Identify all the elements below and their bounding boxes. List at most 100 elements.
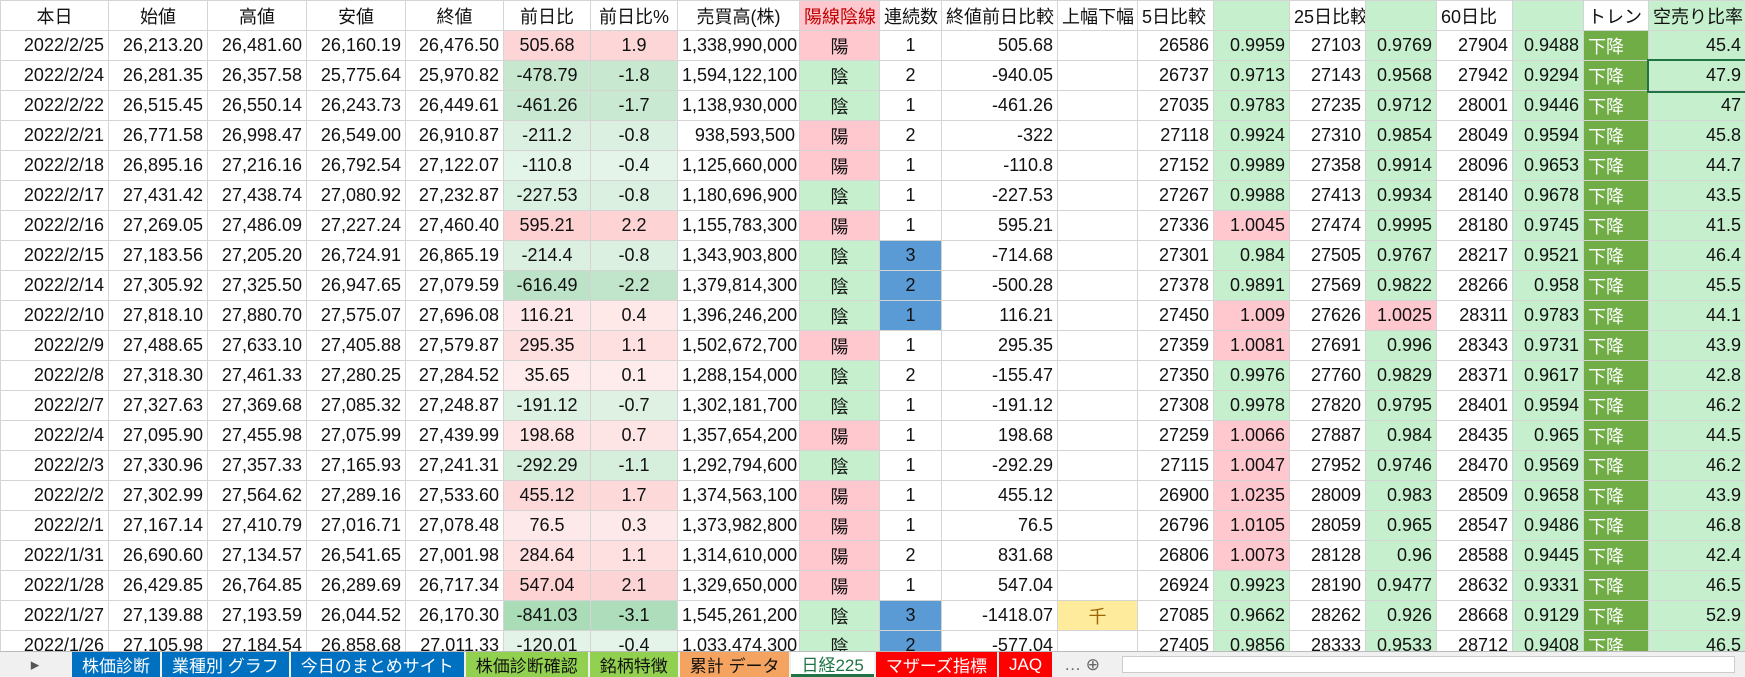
cell[interactable] bbox=[1058, 541, 1138, 571]
cell[interactable]: 2022/2/3 bbox=[1, 451, 109, 481]
cell[interactable]: 28059 bbox=[1290, 511, 1366, 541]
cell[interactable]: -714.68 bbox=[942, 241, 1058, 271]
cell[interactable]: -227.53 bbox=[942, 181, 1058, 211]
cell[interactable]: 505.68 bbox=[942, 31, 1058, 61]
sheet-tab[interactable]: マザーズ指標 bbox=[876, 652, 997, 677]
cell[interactable]: -322 bbox=[942, 121, 1058, 151]
cell[interactable]: 3 bbox=[880, 601, 942, 631]
cell[interactable]: 下降 bbox=[1584, 61, 1649, 91]
cell[interactable]: 下降 bbox=[1584, 301, 1649, 331]
cell[interactable] bbox=[1058, 421, 1138, 451]
cell[interactable]: 28712 bbox=[1437, 631, 1513, 652]
cell[interactable]: 0.9731 bbox=[1513, 331, 1584, 361]
cell[interactable] bbox=[1058, 361, 1138, 391]
cell[interactable]: 27,455.98 bbox=[208, 421, 307, 451]
cell[interactable]: 0.9989 bbox=[1214, 151, 1290, 181]
cell[interactable]: 1.0073 bbox=[1214, 541, 1290, 571]
cell[interactable]: 27405 bbox=[1138, 631, 1214, 652]
cell[interactable]: 0.9822 bbox=[1366, 271, 1437, 301]
cell[interactable]: 1,357,654,200 bbox=[678, 421, 800, 451]
cell[interactable]: 46.2 bbox=[1649, 451, 1745, 481]
cell[interactable]: 25,970.82 bbox=[406, 61, 504, 91]
cell[interactable]: 2.1 bbox=[591, 571, 678, 601]
cell[interactable]: 1.1 bbox=[591, 541, 678, 571]
cell[interactable]: 284.64 bbox=[504, 541, 591, 571]
cell[interactable]: 27143 bbox=[1290, 61, 1366, 91]
cell[interactable]: 0.9713 bbox=[1214, 61, 1290, 91]
cell[interactable]: 1.009 bbox=[1214, 301, 1290, 331]
cell[interactable]: -940.05 bbox=[942, 61, 1058, 91]
cell[interactable]: 1,125,660,000 bbox=[678, 151, 800, 181]
cell[interactable]: 0.9533 bbox=[1366, 631, 1437, 652]
cell[interactable]: 28096 bbox=[1437, 151, 1513, 181]
cell[interactable]: 47.9 bbox=[1649, 61, 1745, 91]
cell[interactable]: 0.9445 bbox=[1513, 541, 1584, 571]
cell[interactable]: -120.01 bbox=[504, 631, 591, 652]
cell[interactable]: 2 bbox=[880, 361, 942, 391]
cell[interactable]: -1418.07 bbox=[942, 601, 1058, 631]
cell[interactable]: 27,439.99 bbox=[406, 421, 504, 451]
cell[interactable]: 27,134.57 bbox=[208, 541, 307, 571]
tab-more[interactable]: … ⊕ bbox=[1054, 652, 1110, 677]
cell[interactable]: 陰 bbox=[800, 301, 880, 331]
cell[interactable]: 27569 bbox=[1290, 271, 1366, 301]
cell[interactable]: 28190 bbox=[1290, 571, 1366, 601]
header-cell[interactable]: 5日比較 bbox=[1138, 1, 1214, 31]
cell[interactable]: 1.0045 bbox=[1214, 211, 1290, 241]
cell[interactable]: -0.7 bbox=[591, 391, 678, 421]
cell[interactable] bbox=[1058, 331, 1138, 361]
cell[interactable]: 27,330.96 bbox=[109, 451, 208, 481]
cell[interactable]: 27626 bbox=[1290, 301, 1366, 331]
cell[interactable]: 陽 bbox=[800, 331, 880, 361]
cell[interactable]: -0.8 bbox=[591, 241, 678, 271]
sheet-tab[interactable]: 日経225 bbox=[791, 652, 873, 677]
cell[interactable]: 27259 bbox=[1138, 421, 1214, 451]
cell[interactable]: 27336 bbox=[1138, 211, 1214, 241]
cell[interactable]: 2022/2/4 bbox=[1, 421, 109, 451]
cell[interactable]: 陽 bbox=[800, 151, 880, 181]
cell[interactable]: 1.0066 bbox=[1214, 421, 1290, 451]
cell[interactable]: 陰 bbox=[800, 631, 880, 652]
cell[interactable]: 27,488.65 bbox=[109, 331, 208, 361]
cell[interactable]: 0.9569 bbox=[1513, 451, 1584, 481]
cell[interactable]: 26,481.60 bbox=[208, 31, 307, 61]
cell[interactable]: 27505 bbox=[1290, 241, 1366, 271]
cell[interactable]: 595.21 bbox=[942, 211, 1058, 241]
cell[interactable] bbox=[1058, 631, 1138, 652]
cell[interactable]: -292.29 bbox=[504, 451, 591, 481]
cell[interactable]: 1 bbox=[880, 511, 942, 541]
cell[interactable]: 1,502,672,700 bbox=[678, 331, 800, 361]
cell[interactable]: 1.0047 bbox=[1214, 451, 1290, 481]
cell[interactable]: 1 bbox=[880, 211, 942, 241]
cell[interactable]: 27,289.16 bbox=[307, 481, 406, 511]
cell[interactable]: 0.958 bbox=[1513, 271, 1584, 301]
cell[interactable]: 26,429.85 bbox=[109, 571, 208, 601]
cell[interactable] bbox=[1058, 241, 1138, 271]
cell[interactable]: -292.29 bbox=[942, 451, 1058, 481]
cell[interactable]: 26,541.65 bbox=[307, 541, 406, 571]
cell[interactable]: 42.8 bbox=[1649, 361, 1745, 391]
cell[interactable]: 0.9745 bbox=[1513, 211, 1584, 241]
cell[interactable]: 下降 bbox=[1584, 241, 1649, 271]
cell[interactable]: 0.9658 bbox=[1513, 481, 1584, 511]
cell[interactable]: 陰 bbox=[800, 241, 880, 271]
cell[interactable]: 2022/2/1 bbox=[1, 511, 109, 541]
cell[interactable]: -616.49 bbox=[504, 271, 591, 301]
cell[interactable]: 27,167.14 bbox=[109, 511, 208, 541]
cell[interactable]: -211.2 bbox=[504, 121, 591, 151]
header-cell[interactable]: 60日比 bbox=[1437, 1, 1513, 31]
header-cell[interactable] bbox=[1214, 1, 1290, 31]
cell[interactable]: 0.9746 bbox=[1366, 451, 1437, 481]
header-cell[interactable]: 売買高(株) bbox=[678, 1, 800, 31]
cell[interactable]: 27,183.56 bbox=[109, 241, 208, 271]
cell[interactable]: 0.9294 bbox=[1513, 61, 1584, 91]
cell[interactable]: 27,248.87 bbox=[406, 391, 504, 421]
cell[interactable]: 455.12 bbox=[942, 481, 1058, 511]
cell[interactable]: 1,314,610,000 bbox=[678, 541, 800, 571]
header-cell[interactable]: 25日比較 bbox=[1290, 1, 1366, 31]
cell[interactable]: 28435 bbox=[1437, 421, 1513, 451]
sheet-tab[interactable]: 今日のまとめサイト bbox=[291, 652, 464, 677]
cell[interactable]: 陰 bbox=[800, 601, 880, 631]
cell[interactable]: 198.68 bbox=[942, 421, 1058, 451]
cell[interactable]: 1.0081 bbox=[1214, 331, 1290, 361]
